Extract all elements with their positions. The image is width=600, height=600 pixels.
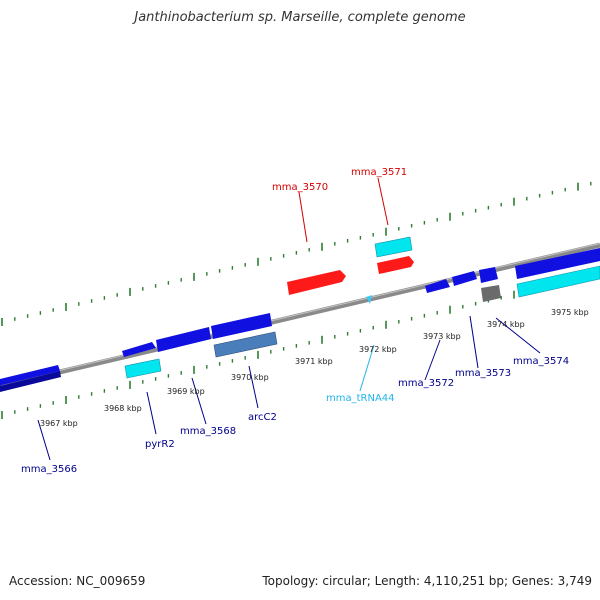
gene-arrow-pyrR2-upper[interactable] [122, 342, 156, 357]
gene-label-pyrR2[interactable]: pyrR2 [145, 439, 175, 450]
rna-box-mma_3575[interactable] [516, 265, 600, 298]
tick-label-3969: 3969 kbp [167, 387, 205, 396]
accession-text: Accession: NC_009659 [9, 574, 146, 588]
kbp-tick-labels: 3967 kbp 3968 kbp 3969 kbp 3970 kbp 3971… [40, 308, 589, 428]
rrna-arrow-mma_3570[interactable] [287, 270, 346, 295]
trna-mma_tRNA44[interactable] [366, 295, 372, 304]
label-leaders [37, 177, 541, 461]
gene-label-mma_3572[interactable]: mma_3572 [398, 378, 454, 389]
tick-label-3975: 3975 kbp [551, 308, 589, 317]
tick-label-3967: 3967 kbp [40, 419, 78, 428]
tick-label-3973: 3973 kbp [423, 332, 461, 341]
outer-tick-dots [1, 181, 592, 326]
gene-box-mma_3574-gray[interactable] [481, 285, 501, 302]
gene-arrow-arcC2-upper[interactable] [211, 313, 272, 339]
gene-arrow-mma_3573b[interactable] [479, 267, 498, 283]
genome-backbone [0, 242, 600, 389]
gene-arrow-mma_3573[interactable] [452, 271, 477, 286]
tick-label-3974: 3974 kbp [487, 320, 525, 329]
genome-summary-text: Topology: circular; Length: 4,110,251 bp… [262, 574, 592, 588]
genome-backbone-highlight [0, 243, 600, 385]
rna-box-mma_3571[interactable] [374, 236, 413, 258]
tick-label-3971: 3971 kbp [295, 357, 333, 366]
gene-label-mma_3573[interactable]: mma_3573 [455, 368, 511, 379]
inner-tick-dots [1, 274, 592, 419]
gene-label-mma_tRNA44[interactable]: mma_tRNA44 [326, 393, 395, 404]
gene-label-mma_3574[interactable]: mma_3574 [513, 356, 569, 367]
gene-label-mma_3570[interactable]: mma_3570 [272, 182, 328, 193]
gene-arrow-mma_3566-shade [0, 371, 61, 392]
tick-label-3968: 3968 kbp [104, 404, 142, 413]
gene-label-arcC2[interactable]: arcC2 [248, 412, 277, 423]
gene-label-mma_3571[interactable]: mma_3571 [351, 167, 407, 178]
gene-arrow-mma_3574[interactable] [515, 248, 600, 279]
gene-features [0, 236, 600, 392]
gene-label-mma_3568[interactable]: mma_3568 [180, 426, 236, 437]
tick-label-3970: 3970 kbp [231, 373, 269, 382]
gene-labels: mma_3566 pyrR2 mma_3568 arcC2 mma_3570 m… [21, 167, 569, 475]
gene-arrow-mma_3568[interactable] [156, 327, 211, 352]
gene-arrow-mma_3566[interactable] [0, 365, 60, 386]
gene-box-arcC2[interactable] [213, 331, 278, 358]
gene-arrow-mma_3572[interactable] [425, 279, 450, 293]
map-title: Janthinobacterium sp. Marseille, complet… [134, 10, 466, 25]
tick-label-3972: 3972 kbp [359, 345, 397, 354]
gene-label-mma_3566[interactable]: mma_3566 [21, 464, 77, 475]
rna-box-pyrR2[interactable] [124, 358, 162, 379]
rrna-arrow-mma_3571[interactable] [377, 256, 414, 274]
